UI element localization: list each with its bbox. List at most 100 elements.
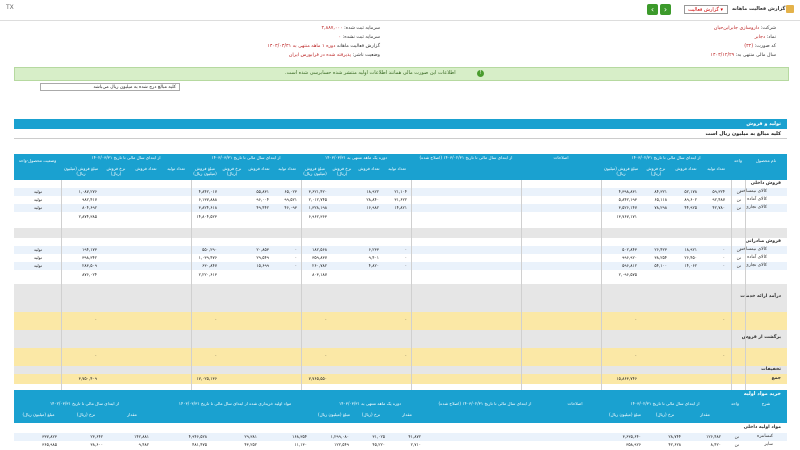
cell: ۱۸,۹۲۲ — [366, 189, 379, 194]
previous-arrow-icon[interactable]: ‹ — [647, 4, 658, 15]
code-row: کد صورت: (۳۲) — [744, 44, 776, 49]
cell: ۰ — [214, 353, 217, 358]
cell: ۳,۶۲۱,۴۲۰ — [308, 189, 327, 194]
header-status: وضعیت محصول-واحد — [18, 158, 57, 163]
grid-line — [521, 180, 522, 390]
services-title: درآمد ارائه خدمات — [740, 294, 781, 299]
cell: ۹۹۶,۹۲۰ — [622, 255, 637, 260]
cell: ۲۸,۷۴۴ — [668, 434, 681, 439]
report-type-select[interactable]: گزارش فعالیت ▾ — [684, 5, 728, 14]
discount-row: تخفیفات — [14, 366, 787, 374]
status-cell: تولید — [33, 197, 42, 202]
capital-row: سرمایه ثبت شده: ۲,۸۸۷,۰۰۰ — [322, 26, 380, 31]
cell: ۵۹,۳۲۴ — [712, 189, 725, 194]
report-icon — [786, 5, 794, 13]
status-cell: تولید — [33, 255, 42, 260]
cell: ۵۵۰,۲۹۰ — [202, 247, 217, 252]
cell: ۸۰۳,۱۸۷ — [312, 272, 327, 277]
cell: ۰ — [404, 317, 407, 322]
cell: ۶۳۰,۸۴۷ — [202, 263, 217, 268]
product-name: کالای نیمساخته — [739, 247, 768, 252]
subhead-qty-m: مقدار — [402, 412, 412, 417]
cell: ۳,۷۵۰,۴۰۹ — [78, 376, 97, 381]
cell: ۴۶,۰۹۳ — [284, 205, 297, 210]
cell: ۰ — [722, 255, 725, 260]
cell: ۲,۷۱۰ — [410, 442, 421, 447]
product-name: کالای نیمساخته — [739, 189, 768, 194]
subhead-sales-qty-p: تعداد فروش — [135, 166, 157, 171]
subhead-production-y: تعداد تولید — [278, 166, 296, 171]
domestic-sum-row: ۱۳,۷۶۷,۱۷۱ ۶,۹۶۲,۳۶۳ ۱۴,۸۰۴,۵۲۳ ۲,۸۷۴,۳۸… — [14, 212, 787, 228]
cell: ۱۵,۶۹۹ — [256, 263, 269, 268]
product-name: کالای آماده — [747, 255, 767, 260]
discount-title: تخفیفات — [761, 367, 781, 372]
cell: ۹,۴۸۲ — [138, 442, 149, 447]
cell: ۸۹,۶۰۲ — [684, 197, 697, 202]
cell: ۱۴,۰۶۲ — [684, 263, 697, 268]
grid-line — [411, 180, 412, 390]
header-period-corrected: از ابتدای سال مالی تا تاریخ ۱۴۰۳/۰۲/۳۱ (… — [438, 401, 532, 406]
subhead-amount: مبلغ (میلیون ریال) — [609, 412, 641, 417]
cell: ۷۸,۲۹۸ — [654, 205, 667, 210]
company-label: شرکت: — [760, 26, 776, 31]
subhead-amount-m: مبلغ فروش (میلیون ریال) — [303, 166, 327, 176]
unregistered-value: ۰ — [338, 35, 342, 40]
table-row: سایر تن ۸,۴۲۰ ۴۲,۶۲۸ ۳۵۸,۹۲۶ ۲,۷۱۰ ۴۵,۲۲… — [14, 441, 787, 449]
cell: ۱۹۴,۱۷۳ — [82, 247, 97, 252]
grid-line — [191, 180, 192, 390]
cell: ۴۳,۲۵۲ — [244, 442, 257, 447]
subhead-qty: مقدار — [700, 412, 710, 417]
cell: ۰ — [94, 353, 97, 358]
cell: ۰ — [294, 247, 297, 252]
grid-line — [601, 180, 602, 390]
returns-row: برگشت از فروش — [14, 330, 787, 348]
subhead-sales-qty-y: تعداد فروش — [248, 166, 270, 171]
cell: ۱۸,۹۲۱ — [684, 247, 697, 252]
subhead-rate: نرخ (ریال) — [655, 412, 675, 417]
unit-filter-select[interactable]: کلیه مبالغ درج شده به میلیون ریال می‌باش… — [40, 83, 180, 91]
company-value: داروسازی جابرابن‌حیان — [713, 26, 760, 31]
cell: ۹۲,۴۸۷ — [712, 197, 725, 202]
header-prev-year: از ابتدای سال مالی تا تاریخ ۱۴۰۲/۰۳/۳۱ — [49, 401, 120, 406]
table-row: کالای نیمساخته تن ۰ ۱۸,۹۲۱ ۲۶,۴۲۳ ۵۰۲,۸۴… — [14, 246, 787, 254]
services-row: درآمد ارائه خدمات — [14, 284, 787, 312]
cell: ۲,۲۲۰,۶۱۳ — [198, 272, 217, 277]
cell: ۹,۴۰۱ — [368, 255, 379, 260]
cell: ۲۸,۸۴۰ — [366, 197, 379, 202]
audit-notice: ! اطلاعات این صورت مالی همانند اطلاعات ا… — [14, 67, 789, 81]
company-row: شرکت: داروسازی جابرابن‌حیان — [714, 26, 776, 31]
cell: ۲۹,۳۸۱ — [244, 434, 257, 439]
cell: ۰ — [634, 317, 637, 322]
material-unit: تن — [734, 434, 739, 439]
product-unit: تن — [736, 255, 741, 260]
cell: ۴,۸۴۲,۰۱۷ — [198, 189, 217, 194]
cell: ۱۸۲,۵۶۸ — [312, 247, 327, 252]
cell: ۴۸۱,۴۷۵ — [192, 442, 207, 447]
cell: ۲۶۰,۷۸۲ — [312, 263, 327, 268]
cell: ۵۵,۸۳۱ — [256, 189, 269, 194]
cell: ۳,۵۲۶,۱۴۷ — [618, 205, 637, 210]
header-month: دوره یک ماهه منتهی به ۱۴۰۳/۰۳/۳۱ — [324, 155, 388, 160]
grand-total-label: جمع — [771, 376, 781, 381]
cell: ۲۱,۱۰۴ — [394, 189, 407, 194]
cell: ۳۸,۲۵۴ — [654, 255, 667, 260]
next-arrow-icon[interactable]: › — [660, 4, 671, 15]
product-unit: تن — [736, 189, 741, 194]
window-close-label[interactable]: TX — [6, 4, 14, 11]
cell: ۴۱,۸۷۲ — [408, 434, 421, 439]
header-month: دوره یک ماهه منتهی به ۱۴۰۳/۰۳/۳۱ — [338, 401, 402, 406]
raw-material-header: شرح واحد از ابتدای سال مالی تا تاریخ ۱۴۰… — [14, 399, 787, 423]
cell: ۲۶,۴۲۳ — [654, 247, 667, 252]
cell: ۸۷۶,۰۲۴ — [82, 272, 97, 277]
cell: ۴,۹۴۶,۵۲۸ — [188, 434, 207, 439]
cell: ۳۹۸,۳۴۲ — [82, 255, 97, 260]
subhead-rate-y: نرخ فروش (ریال) — [222, 166, 242, 176]
cell: ۳۶۵,۹۸۵ — [42, 442, 57, 447]
status-cell: تولید — [33, 205, 42, 210]
header-prev-year: از ابتدای سال مالی تا تاریخ ۱۴۰۲/۰۳/۳۱ — [91, 155, 161, 160]
production-sales-header: نام محصول واحد از ابتدای سال مالی تا تار… — [14, 154, 787, 180]
cell: ۴۲,۷۸۰ — [712, 205, 725, 210]
subhead-qty-p: مقدار — [127, 412, 137, 417]
cell: ۰ — [94, 317, 97, 322]
capital-value: ۲,۸۸۷,۰۰۰ — [321, 26, 343, 31]
